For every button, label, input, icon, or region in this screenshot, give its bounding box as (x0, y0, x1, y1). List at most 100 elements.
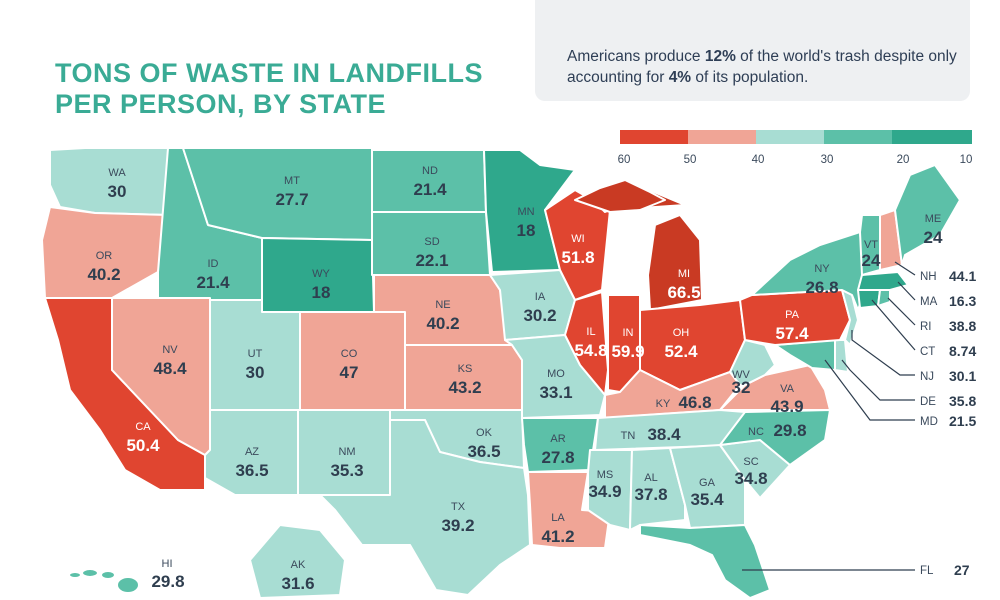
legend-swatch-60-50 (620, 130, 688, 144)
state-LA (527, 471, 611, 549)
value-GA: 35.4 (690, 490, 724, 509)
label-ID: ID 21.4 (196, 258, 230, 292)
abbr-UT: UT (248, 348, 263, 360)
value-MN: 18 (517, 221, 536, 240)
abbr-NE: NE (435, 299, 450, 311)
leader-NH (894, 261, 916, 276)
abbr-MN: MN (517, 206, 534, 218)
value-NV: 48.4 (153, 359, 187, 378)
value-NC: 29.8 (773, 421, 806, 440)
leader-DE (841, 359, 915, 401)
abbr-SC: SC (743, 456, 758, 468)
abbr-HI: HI (162, 558, 173, 570)
value-KS: 43.2 (448, 378, 481, 397)
label-LA: LA 41.2 (541, 512, 574, 546)
legend-label-40: 40 (752, 154, 765, 166)
state-MA (857, 271, 909, 291)
legend-label-10: 10 (960, 154, 973, 166)
state-MI-upper (574, 179, 666, 213)
state-WI (544, 189, 611, 301)
note-post: of its population. (691, 69, 809, 86)
state-OR (41, 206, 169, 299)
side-value-NH: 44.1 (949, 268, 976, 284)
abbr-PA: PA (785, 309, 800, 321)
note-pre: Americans produce (567, 48, 705, 65)
label-NC: NC 29.8 (748, 421, 806, 440)
hi-island-2 (81, 568, 99, 578)
label-CO: CO 47 (340, 348, 359, 382)
label-NY: NY 26.8 (805, 263, 838, 297)
value-NE: 40.2 (426, 314, 459, 333)
abbr-VA: VA (780, 383, 795, 395)
legend-label-20: 20 (897, 154, 910, 166)
label-WI: WI 51.8 (561, 233, 594, 267)
state-shapes (41, 147, 961, 599)
value-ME: 24 (924, 228, 943, 247)
side-abbr-MA: MA (920, 296, 938, 308)
fact-callout: Americans produce 12% of the world's tra… (535, 0, 970, 101)
side-label-NH: NH 44.1 (920, 268, 976, 284)
legend-label-60: 60 (618, 154, 631, 166)
abbr-LA: LA (551, 512, 565, 524)
label-KY: KY 46.8 (656, 393, 712, 412)
value-LA: 41.2 (541, 527, 574, 546)
value-UT: 30 (246, 363, 265, 382)
side-value-MA: 16.3 (949, 293, 976, 309)
state-VT (859, 214, 881, 276)
side-label-MD: MD 21.5 (920, 413, 976, 429)
abbr-WI: WI (571, 233, 584, 245)
label-MT: MT 27.7 (275, 175, 308, 209)
abbr-AK: AK (291, 559, 306, 571)
value-MS: 34.9 (588, 482, 621, 501)
value-AZ: 36.5 (235, 461, 268, 480)
abbr-MS: MS (597, 469, 614, 481)
note-pct-world: 12% (704, 48, 736, 65)
abbr-WY: WY (312, 268, 330, 280)
label-AR: AR 27.8 (541, 433, 574, 467)
side-label-DE: DE 35.8 (920, 393, 976, 409)
value-NM: 35.3 (330, 461, 363, 480)
value-HI: 29.8 (151, 572, 184, 591)
state-AK (249, 524, 346, 599)
value-IA: 30.2 (523, 306, 556, 325)
label-AZ: AZ 36.5 (235, 446, 268, 480)
abbr-KS: KS (458, 363, 473, 375)
label-ME: ME 24 (924, 213, 943, 247)
label-ND: ND 21.4 (413, 165, 447, 199)
abbr-CO: CO (341, 348, 358, 360)
label-IL: IL 54.8 (574, 326, 607, 360)
label-KS: KS 43.2 (448, 363, 481, 397)
note-mid: of the world's trash despite only accoun… (567, 48, 957, 86)
value-IL: 54.8 (574, 341, 607, 360)
side-label-CT: CT 8.74 (920, 343, 976, 359)
side-value-NJ: 30.1 (949, 368, 976, 384)
state-ME (894, 164, 961, 266)
color-legend: 60 50 40 30 20 10 (618, 130, 973, 166)
abbr-MI: MI (678, 268, 690, 280)
value-MT: 27.7 (275, 190, 308, 209)
label-IN: IN 59.9 (611, 327, 644, 361)
leader-RI (887, 297, 916, 326)
legend-swatch-20-10 (892, 130, 972, 144)
value-OK: 36.5 (467, 442, 500, 461)
abbr-NV: NV (162, 344, 178, 356)
side-abbr-NJ: NJ (920, 371, 934, 383)
leader-MD (824, 359, 915, 421)
side-abbr-RI: RI (920, 321, 932, 333)
label-WA: WA 30 (108, 167, 127, 201)
value-AR: 27.8 (541, 448, 574, 467)
side-label-FL: FL 27 (920, 562, 970, 578)
state-TX (319, 419, 531, 596)
abbr-SD: SD (424, 236, 439, 248)
label-CA: CA 50.4 (126, 421, 160, 455)
hi-island-4 (116, 576, 140, 594)
value-SD: 22.1 (415, 251, 448, 270)
leader-lines (742, 261, 916, 571)
value-WI: 51.8 (561, 248, 594, 267)
legend-label-30: 30 (821, 154, 834, 166)
abbr-TX: TX (451, 501, 466, 513)
